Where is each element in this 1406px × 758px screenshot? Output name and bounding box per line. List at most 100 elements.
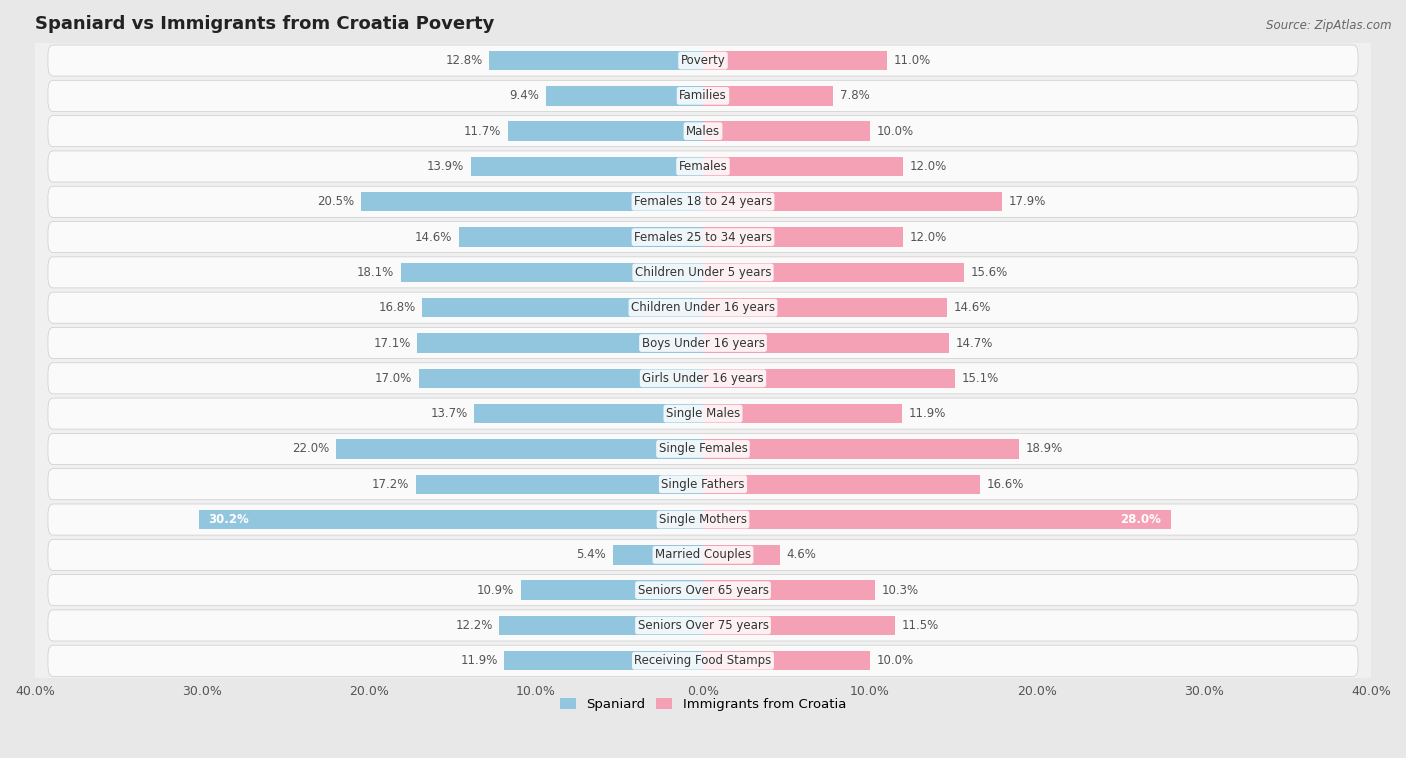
Text: Source: ZipAtlas.com: Source: ZipAtlas.com [1267,19,1392,32]
Text: Children Under 16 years: Children Under 16 years [631,301,775,315]
Bar [35,608,1371,643]
Bar [336,439,703,459]
Text: 11.0%: 11.0% [893,54,931,67]
Bar [35,114,1371,149]
Bar [703,86,834,105]
Text: 10.0%: 10.0% [877,124,914,138]
Text: Seniors Over 75 years: Seniors Over 75 years [637,619,769,632]
Text: 28.0%: 28.0% [1119,513,1160,526]
Text: 17.9%: 17.9% [1008,196,1046,208]
FancyBboxPatch shape [48,257,1358,288]
Bar [471,157,703,176]
Text: 17.2%: 17.2% [371,478,409,490]
Text: Females 25 to 34 years: Females 25 to 34 years [634,230,772,243]
Text: Males: Males [686,124,720,138]
Text: 11.5%: 11.5% [901,619,939,632]
Bar [703,475,980,494]
Bar [35,290,1371,325]
Text: Single Mothers: Single Mothers [659,513,747,526]
FancyBboxPatch shape [48,539,1358,570]
Text: Single Females: Single Females [658,443,748,456]
Bar [546,86,703,105]
Text: 30.2%: 30.2% [208,513,249,526]
FancyBboxPatch shape [48,468,1358,500]
Text: 17.1%: 17.1% [374,337,411,349]
FancyBboxPatch shape [48,151,1358,182]
Bar [703,298,946,318]
Text: 14.6%: 14.6% [415,230,453,243]
Bar [703,615,896,635]
Text: Females: Females [679,160,727,173]
Bar [460,227,703,247]
FancyBboxPatch shape [48,292,1358,323]
FancyBboxPatch shape [48,610,1358,641]
Bar [703,510,1171,529]
FancyBboxPatch shape [48,504,1358,535]
FancyBboxPatch shape [48,186,1358,218]
Text: 15.6%: 15.6% [970,266,1008,279]
Bar [35,255,1371,290]
Legend: Spaniard, Immigrants from Croatia: Spaniard, Immigrants from Croatia [555,693,851,716]
Bar [613,545,703,565]
Bar [703,121,870,141]
FancyBboxPatch shape [48,221,1358,252]
Text: Single Fathers: Single Fathers [661,478,745,490]
Text: Married Couples: Married Couples [655,548,751,562]
Bar [35,467,1371,502]
Text: 12.0%: 12.0% [910,230,948,243]
Bar [419,368,703,388]
Text: Receiving Food Stamps: Receiving Food Stamps [634,654,772,667]
Text: 15.1%: 15.1% [962,372,1000,385]
Bar [505,651,703,671]
Bar [35,325,1371,361]
Text: 12.2%: 12.2% [456,619,492,632]
Text: 22.0%: 22.0% [291,443,329,456]
Bar [422,298,703,318]
Bar [35,78,1371,114]
Text: Girls Under 16 years: Girls Under 16 years [643,372,763,385]
Text: 10.3%: 10.3% [882,584,920,597]
Text: 20.5%: 20.5% [316,196,354,208]
Text: 10.0%: 10.0% [877,654,914,667]
FancyBboxPatch shape [48,575,1358,606]
Text: 17.0%: 17.0% [375,372,412,385]
Text: 7.8%: 7.8% [839,89,870,102]
Text: 18.9%: 18.9% [1025,443,1063,456]
FancyBboxPatch shape [48,45,1358,76]
Text: Seniors Over 65 years: Seniors Over 65 years [637,584,769,597]
Text: Females 18 to 24 years: Females 18 to 24 years [634,196,772,208]
Text: 13.9%: 13.9% [427,160,464,173]
Text: 10.9%: 10.9% [477,584,515,597]
Bar [703,227,904,247]
Bar [703,192,1002,211]
Bar [508,121,703,141]
FancyBboxPatch shape [48,327,1358,359]
Text: 9.4%: 9.4% [509,89,540,102]
Text: 5.4%: 5.4% [576,548,606,562]
Text: 4.6%: 4.6% [786,548,817,562]
Text: 12.0%: 12.0% [910,160,948,173]
FancyBboxPatch shape [48,434,1358,465]
Bar [198,510,703,529]
Bar [35,537,1371,572]
Bar [703,157,904,176]
Bar [416,475,703,494]
Bar [703,545,780,565]
Bar [703,368,955,388]
Bar [703,263,963,282]
Bar [703,651,870,671]
Bar [703,439,1019,459]
Text: 11.9%: 11.9% [908,407,946,420]
Text: 11.9%: 11.9% [460,654,498,667]
Bar [703,51,887,70]
Bar [35,396,1371,431]
Bar [401,263,703,282]
Text: Spaniard vs Immigrants from Croatia Poverty: Spaniard vs Immigrants from Croatia Pove… [35,15,495,33]
Text: 18.1%: 18.1% [357,266,394,279]
Bar [35,572,1371,608]
Bar [35,184,1371,219]
FancyBboxPatch shape [48,80,1358,111]
Bar [418,334,703,352]
Bar [499,615,703,635]
Text: Poverty: Poverty [681,54,725,67]
